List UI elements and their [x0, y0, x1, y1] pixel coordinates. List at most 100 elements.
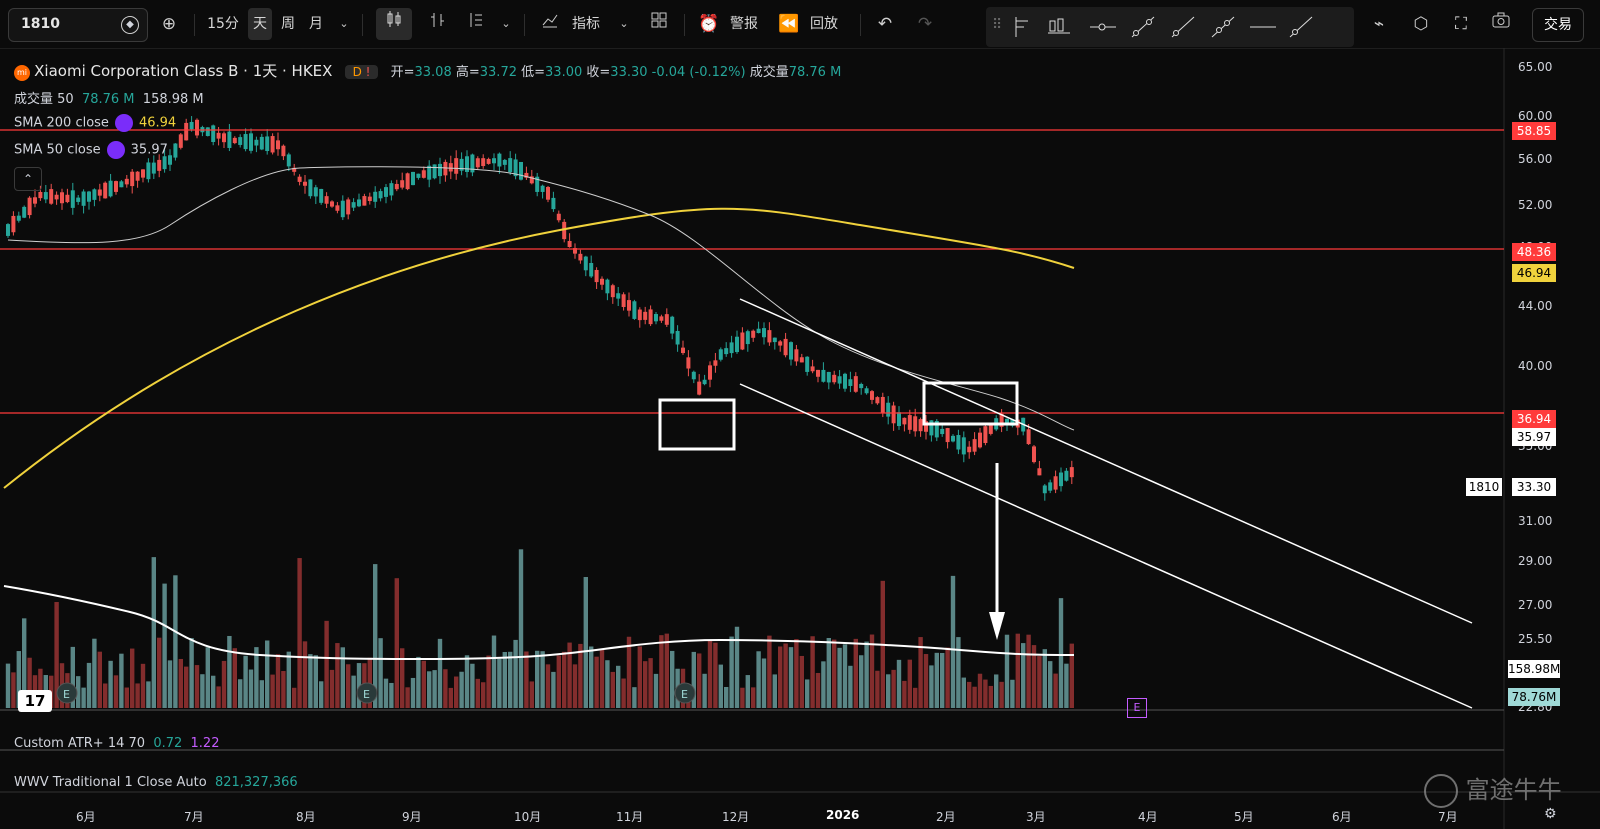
- candle-body: [151, 162, 156, 174]
- chart-type-icon[interactable]: [462, 8, 490, 40]
- volume-bar: [724, 686, 729, 708]
- horizontal-ray-icon[interactable]: [1088, 13, 1118, 45]
- interval-month[interactable]: 月: [309, 16, 323, 32]
- separator: [860, 14, 861, 36]
- candle-body: [821, 369, 826, 382]
- settings-gear-icon[interactable]: ⚙: [1544, 806, 1557, 822]
- indicators-icon[interactable]: [538, 8, 562, 40]
- volume-bar: [734, 626, 740, 708]
- undo-icon[interactable]: ↶: [877, 14, 893, 34]
- settings-hex-icon[interactable]: ⬡: [1413, 14, 1429, 34]
- candle-body: [465, 156, 469, 172]
- interval-week[interactable]: 周: [281, 16, 295, 32]
- separator: [524, 14, 525, 36]
- futu-watermark: 富途牛牛: [1424, 770, 1562, 808]
- volume-bar: [875, 670, 880, 708]
- volume-bar: [448, 687, 453, 708]
- candle-body: [778, 341, 783, 346]
- magic-icon[interactable]: ⌁: [1373, 14, 1385, 34]
- volume-bar: [200, 674, 205, 708]
- add-symbol-icon[interactable]: ⊕: [161, 14, 177, 34]
- legend-sma200[interactable]: SMA 200 close 46.94: [14, 114, 176, 132]
- alert-button[interactable]: 警报: [730, 16, 758, 32]
- interval-15m[interactable]: 15分: [207, 16, 239, 32]
- rewind-icon[interactable]: ⏪: [778, 14, 800, 34]
- volume-bar: [1053, 673, 1058, 708]
- candle-body: [902, 417, 907, 425]
- volume-bar: [810, 636, 815, 708]
- candles-tool-icon[interactable]: [1046, 13, 1072, 45]
- collapse-legend-button[interactable]: ⌃: [14, 167, 42, 191]
- xiaomi-logo-icon: mi: [14, 64, 30, 81]
- volume-bar: [524, 651, 529, 708]
- long-position-icon[interactable]: [1010, 13, 1036, 45]
- extended-line-icon[interactable]: [1208, 13, 1238, 45]
- candle-body: [891, 405, 896, 424]
- sma50-tag: 35.97: [1512, 428, 1556, 446]
- atr-indicator-legend[interactable]: Custom ATR+ 14 70 0.72 1.22: [14, 736, 219, 751]
- volume-bar: [837, 647, 842, 708]
- horizontal-line-icon[interactable]: [1248, 13, 1278, 45]
- wwv-value: 821,327,366: [214, 775, 298, 790]
- candle-body: [270, 136, 275, 153]
- volume-bar: [1069, 643, 1074, 708]
- volume-bar: [626, 636, 632, 708]
- candle-body: [567, 240, 572, 248]
- earnings-marker-icon: [674, 682, 696, 704]
- candle-body: [313, 187, 318, 197]
- candles-icon[interactable]: [376, 8, 412, 40]
- candle-body: [940, 428, 945, 435]
- candle-body: [562, 221, 567, 240]
- candlesticks: [6, 116, 1074, 501]
- chevron-down-icon[interactable]: ⌄: [619, 17, 629, 30]
- candle-body: [1037, 468, 1042, 476]
- candle-body: [108, 180, 113, 197]
- candle-body: [621, 294, 626, 308]
- interval-day[interactable]: 天: [248, 8, 272, 40]
- symbol-search-box[interactable]: 1810 ◆: [8, 8, 148, 42]
- volume-bar: [324, 620, 329, 708]
- time-label: 8月: [296, 810, 316, 824]
- chevron-down-icon[interactable]: ⌄: [339, 17, 349, 30]
- fullscreen-icon[interactable]: ⛶: [1455, 14, 1467, 34]
- redo-icon[interactable]: ↷: [917, 14, 933, 34]
- trade-button[interactable]: 交易: [1532, 8, 1584, 42]
- volume-bar: [907, 659, 912, 708]
- volume-bar: [621, 678, 626, 708]
- trend-line-icon[interactable]: [1128, 13, 1158, 45]
- candle-body: [292, 167, 297, 172]
- drag-handle-icon[interactable]: ⠿: [992, 17, 1003, 33]
- legend-volume-ma[interactable]: 成交量 50 78.76 M 158.98 M: [14, 88, 204, 107]
- price-tick: 56.00: [1518, 152, 1553, 166]
- ray-icon[interactable]: [1168, 13, 1198, 45]
- candle-body: [43, 192, 48, 200]
- camera-icon[interactable]: [1488, 8, 1514, 40]
- layout-grid-icon[interactable]: [646, 8, 672, 40]
- volume-bar: [702, 673, 707, 708]
- candle-body: [1048, 482, 1053, 491]
- candle-body: [643, 311, 648, 320]
- volume-bars: [5, 549, 1074, 708]
- volume-bar: [562, 651, 567, 708]
- sma200-tag: 46.94: [1512, 264, 1556, 282]
- candle-body: [195, 119, 199, 136]
- replay-button[interactable]: 回放: [810, 16, 838, 32]
- info-line-icon[interactable]: [1286, 13, 1316, 45]
- bars-icon[interactable]: [424, 8, 452, 40]
- wwv-indicator-legend[interactable]: WWV Traditional 1 Close Auto 821,327,366: [14, 775, 298, 790]
- candle-body: [438, 163, 442, 177]
- volume-bar: [346, 664, 351, 708]
- alarm-clock-icon[interactable]: ⏰: [698, 14, 720, 34]
- candle-body: [497, 153, 502, 167]
- volume-bar: [659, 635, 664, 708]
- candle-body: [551, 197, 556, 210]
- volume-bar: [486, 655, 491, 708]
- earnings-upcoming-icon[interactable]: E: [1127, 698, 1147, 718]
- legend-sma50[interactable]: SMA 50 close 35.97: [14, 141, 168, 159]
- chevron-down-icon[interactable]: ⌄: [501, 17, 511, 30]
- volume-bar: [1048, 661, 1053, 708]
- symbol-diamond-icon[interactable]: ◆: [121, 16, 139, 34]
- indicators-button[interactable]: 指标: [572, 16, 600, 32]
- volume-bar: [945, 647, 950, 708]
